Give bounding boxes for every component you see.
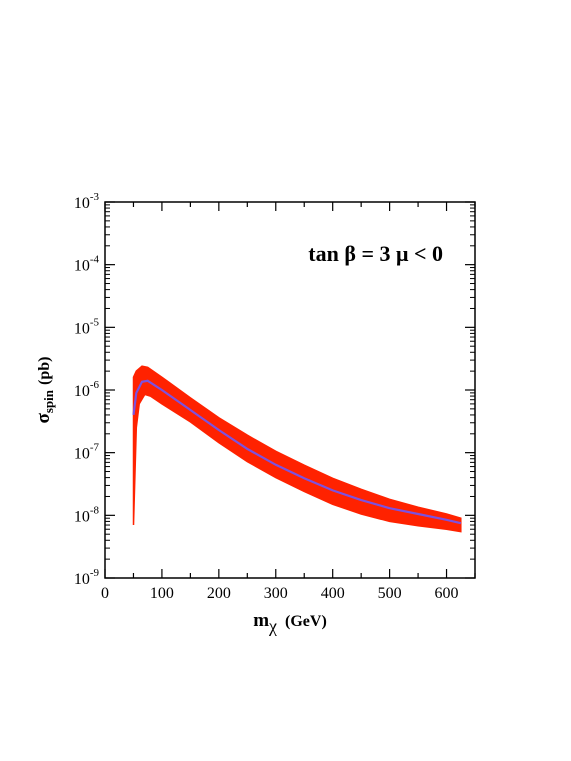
x-axis-sub: χ — [268, 616, 277, 636]
chart-annotation: tan β = 3 μ < 0 — [308, 241, 443, 266]
y-tick-label: 10-3 — [74, 191, 100, 212]
y-tick-label: 10-8 — [74, 504, 100, 525]
y-tick-label: 10-4 — [74, 254, 100, 275]
x-tick-labels: 0 100 200 300 400 500 600 — [101, 585, 459, 602]
y-tick-label: 10-7 — [74, 442, 100, 463]
central-line — [132, 379, 462, 525]
x-tick-label: 600 — [435, 585, 459, 602]
uncertainty-band — [132, 365, 462, 533]
x-tick-label: 400 — [321, 585, 345, 602]
x-tick-label: 200 — [207, 585, 231, 602]
band-layer — [132, 365, 462, 533]
x-tick-label: 100 — [150, 585, 174, 602]
y-tick-labels: 10-9 10-8 10-7 10-6 10-5 10-4 10-3 — [74, 191, 100, 588]
x-tick-label: 0 — [101, 585, 109, 602]
y-tick-label: 10-5 — [74, 316, 100, 337]
y-axis-main: σ — [33, 412, 54, 423]
y-axis-title: σspin (pb) — [33, 357, 56, 424]
y-tick-label: 10-6 — [74, 379, 100, 400]
x-axis-unit: (GeV) — [285, 613, 327, 630]
y-tick-label: 10-9 — [74, 567, 100, 588]
x-tick-label: 500 — [378, 585, 402, 602]
x-tick-label: 300 — [264, 585, 288, 602]
x-axis-title: mχ (GeV) — [253, 610, 327, 636]
y-axis-sub: spin — [41, 389, 56, 413]
x-axis-main: m — [253, 610, 269, 631]
y-axis-unit: (pb) — [36, 357, 53, 385]
ticks-layer — [104, 201, 476, 579]
